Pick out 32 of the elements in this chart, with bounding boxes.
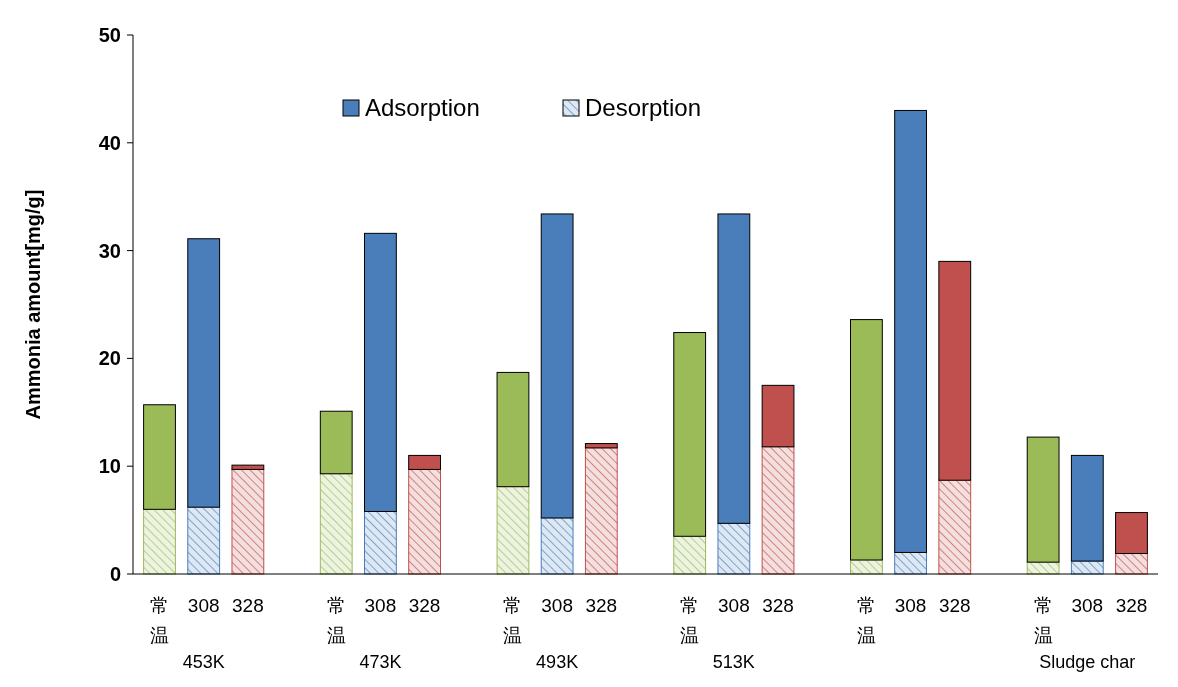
text: 453K bbox=[182, 652, 225, 672]
x-tick-label: 308 bbox=[364, 595, 397, 616]
y-tick-label: 40 bbox=[98, 131, 121, 154]
x-tick-label: 328 bbox=[408, 595, 441, 616]
x-tick-label: 常温 bbox=[1033, 595, 1053, 646]
x-tick-label: 常温 bbox=[326, 595, 346, 646]
x-tick-label: 308 bbox=[894, 595, 927, 616]
x-tick-label: 328 bbox=[762, 595, 794, 616]
x-tick-label: 308 bbox=[718, 595, 750, 616]
y-tick-label: 50 bbox=[98, 24, 121, 46]
text: Sludge char bbox=[1039, 652, 1136, 672]
text: 513K bbox=[712, 652, 755, 672]
y-tick-label: 10 bbox=[98, 455, 121, 478]
x-tick-label: 常温 bbox=[680, 595, 700, 646]
x-tick-label: 328 bbox=[1115, 595, 1148, 616]
x-tick-label: 常温 bbox=[503, 595, 523, 646]
x-tick-label: 328 bbox=[585, 595, 618, 616]
y-tick-label: 0 bbox=[109, 563, 121, 585]
y-tick-label: 30 bbox=[98, 239, 121, 262]
x-tick-label: 328 bbox=[938, 595, 971, 616]
x-tick-label: 328 bbox=[232, 595, 264, 616]
legend-label: Desorption bbox=[585, 94, 702, 122]
x-tick-label: 常温 bbox=[856, 595, 876, 646]
text: 473K bbox=[359, 652, 402, 672]
x-tick-label: 308 bbox=[541, 595, 573, 616]
x-tick-label: 308 bbox=[1071, 595, 1104, 616]
legend-label: Adsorption bbox=[365, 94, 480, 122]
x-tick-label: 308 bbox=[187, 595, 220, 616]
y-axis-title: Ammonia amount[mg/g] bbox=[22, 189, 44, 420]
y-tick-label: 20 bbox=[98, 347, 121, 370]
text: 493K bbox=[536, 652, 579, 672]
x-tick-label: 常温 bbox=[150, 595, 170, 646]
